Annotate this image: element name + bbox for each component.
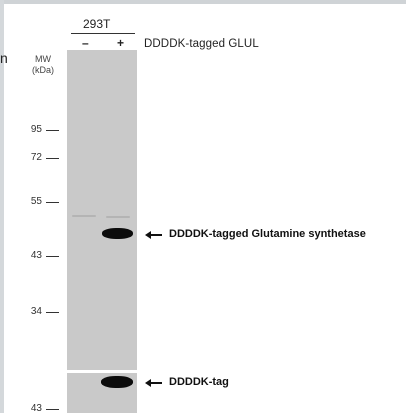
marker-34-label: 34 xyxy=(30,306,42,317)
annotation-main-label: DDDDK-tagged Glutamine synthetase xyxy=(169,228,366,240)
band-glutamine-synthetase xyxy=(102,228,133,239)
annotation-tag-label: DDDDK-tag xyxy=(169,376,229,388)
marker-55-tick xyxy=(46,202,59,203)
marker-95-label: 95 xyxy=(30,124,42,135)
cell-line-label: 293T xyxy=(83,17,111,31)
arrow-shaft xyxy=(148,234,162,236)
arrow-shaft xyxy=(148,382,162,384)
marker-34-tick xyxy=(46,312,59,313)
marker-tag-43-label: 43 xyxy=(30,403,42,414)
frame-top-border xyxy=(0,0,406,4)
lane-2-label: + xyxy=(117,36,125,50)
marker-43-label: 43 xyxy=(30,250,42,261)
faint-band-lane1 xyxy=(72,215,96,217)
marker-72-label: 72 xyxy=(30,152,42,163)
marker-43-tick xyxy=(46,256,59,257)
band-ddddk-tag xyxy=(101,376,133,388)
mw-header-line2: (kDa) xyxy=(32,65,54,75)
marker-55-label: 55 xyxy=(30,196,42,207)
stray-text: n xyxy=(0,50,8,66)
mw-header-line1: MW xyxy=(35,54,51,64)
marker-72-tick xyxy=(46,158,59,159)
marker-tag-43-tick xyxy=(46,409,59,410)
marker-95-tick xyxy=(46,130,59,131)
faint-band-lane2 xyxy=(106,216,130,218)
frame-left-border xyxy=(0,0,4,413)
condition-label: DDDDK-tagged GLUL xyxy=(144,38,259,50)
cell-line-underline xyxy=(71,33,135,34)
blot-panel-main xyxy=(67,50,137,370)
mw-header: MW (kDa) xyxy=(32,54,54,76)
lane-1-label: – xyxy=(82,36,89,50)
